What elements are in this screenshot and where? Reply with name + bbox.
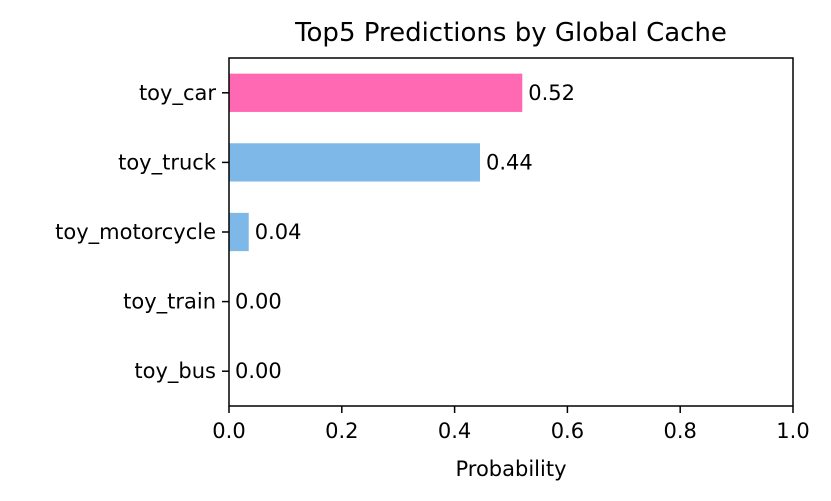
y-tick-label: toy_car <box>139 81 216 106</box>
value-label: 0.52 <box>528 81 575 105</box>
plot-area: toy_car 0.52 toy_truck 0.44 toy_motorcycle 0.… <box>55 57 810 443</box>
y-tick-label: toy_bus <box>134 359 216 384</box>
bar-toy_truck <box>229 143 480 182</box>
x-tick-label: 0.0 <box>212 419 245 443</box>
x-tick-label: 1.0 <box>776 419 809 443</box>
x-tick-label: 0.8 <box>663 419 696 443</box>
y-tick-label: toy_truck <box>118 150 217 175</box>
x-tick-label: 0.6 <box>551 419 584 443</box>
value-label: 0.04 <box>255 220 302 244</box>
x-axis-label: Probability <box>455 457 566 481</box>
chart-title: Top5 Predictions by Global Cache <box>294 18 727 48</box>
bar-toy_motorcycle <box>229 212 249 252</box>
x-tick-label: 0.4 <box>438 419 471 443</box>
axes-frame <box>228 57 794 407</box>
x-tick-label: 0.2 <box>325 419 358 443</box>
value-label: 0.00 <box>235 359 282 383</box>
y-tick-label: toy_motorcycle <box>55 220 216 245</box>
y-tick-label: toy_train <box>123 290 216 315</box>
value-label: 0.00 <box>235 290 282 314</box>
value-label: 0.44 <box>486 150 533 174</box>
bar-toy_car <box>229 73 523 112</box>
